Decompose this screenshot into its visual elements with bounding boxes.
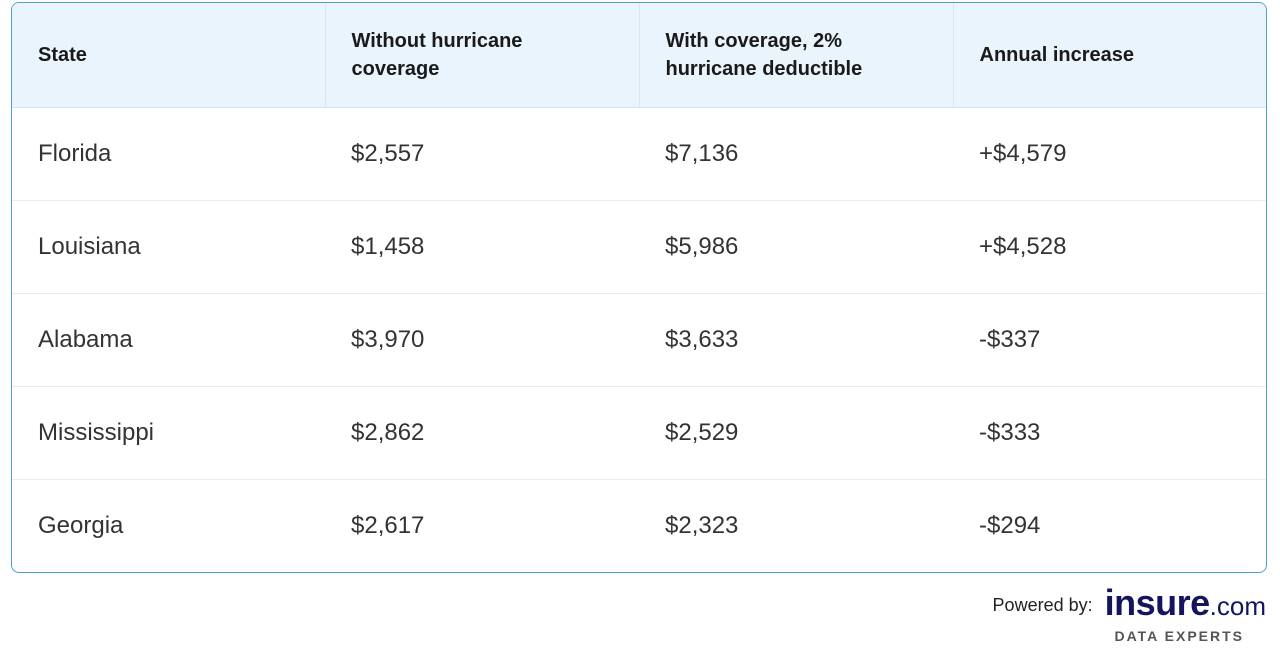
cell-with-coverage: $7,136 [665,139,739,167]
header-state: State [12,3,326,107]
cell-without-coverage: $1,458 [351,232,425,260]
table-row: Florida $2,557 $7,136 +$4,579 [12,107,1266,200]
cell-annual-increase: +$4,528 [979,232,1067,260]
cell-annual-increase: -$333 [979,418,1041,446]
table-row: Georgia $2,617 $2,323 -$294 [12,479,1266,572]
cell-without-coverage: $2,557 [351,139,425,167]
comparison-table-card: State Without hurricane coverage With co… [11,2,1267,573]
cell-with-coverage: $2,529 [665,418,739,446]
cell-annual-increase: +$4,579 [979,139,1067,167]
cell-without-coverage: $2,617 [351,511,425,539]
logo-wordmark: insure .com [1105,585,1266,621]
cell-with-coverage: $5,986 [665,232,739,260]
logo-main-text: insure [1104,582,1211,623]
table-row: Louisiana $1,458 $5,986 +$4,528 [12,200,1266,293]
cell-with-coverage: $2,323 [665,511,739,539]
insure-logo[interactable]: insure .com DATA EXPERTS [1105,585,1266,645]
cell-state: Georgia [38,511,124,539]
cell-state: Louisiana [38,232,141,260]
logo-tagline: DATA EXPERTS [1114,628,1244,644]
cell-state: Alabama [38,325,133,353]
cell-annual-increase: -$337 [979,325,1041,353]
cell-without-coverage: $3,970 [351,325,425,353]
powered-by-label: Powered by: [992,595,1093,615]
hurricane-coverage-table: State Without hurricane coverage With co… [12,3,1266,572]
header-with-coverage: With coverage, 2% hurricane deductible [639,3,954,107]
cell-state: Mississippi [38,418,155,446]
table-row: Alabama $3,970 $3,633 -$337 [12,293,1266,386]
header-annual-increase: Annual increase [979,43,1135,66]
powered-by-footer: Powered by: insure .com DATA EXPERTS [992,585,1266,645]
table-header-row: State Without hurricane coverage With co… [12,3,1266,107]
cell-state: Florida [38,139,112,167]
header-without-coverage: Without hurricane coverage [325,3,640,107]
cell-with-coverage: $3,633 [665,325,739,353]
logo-suffix-text: .com [1209,591,1266,621]
table-row: Mississippi $2,862 $2,529 -$333 [12,386,1266,479]
cell-annual-increase: -$294 [979,511,1041,539]
cell-without-coverage: $2,862 [351,418,425,446]
